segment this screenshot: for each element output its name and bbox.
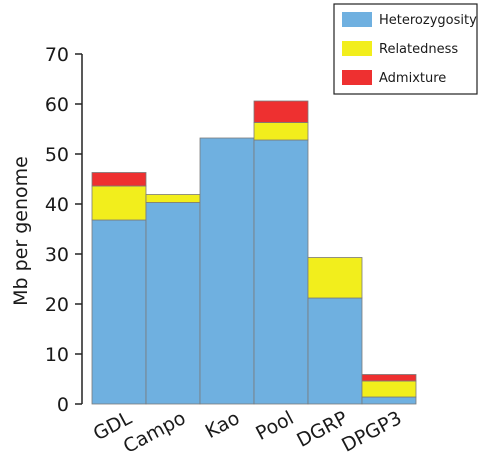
- legend-swatch: [342, 12, 372, 27]
- bar-segment-admixture: [91, 172, 147, 187]
- y-tick-label: 20: [45, 294, 69, 316]
- legend-label: Relatedness: [379, 42, 458, 57]
- y-tick-label: 0: [57, 394, 69, 416]
- x-tick-label: Pool: [252, 407, 297, 445]
- bar-segment-heterozygosity: [199, 137, 255, 405]
- bar-segment-relatedness: [307, 257, 363, 299]
- legend-label: Heterozygosity: [379, 13, 477, 28]
- bar-segment-admixture: [361, 374, 417, 382]
- bar-segment-heterozygosity: [361, 396, 417, 405]
- legend-label: Admixture: [379, 71, 446, 86]
- bar-segment-relatedness: [91, 185, 147, 221]
- bar-segment-relatedness: [253, 122, 309, 141]
- y-tick-label: 30: [45, 244, 69, 266]
- x-tick-label: DPGP3: [338, 407, 405, 457]
- x-tick-label: Campo: [120, 407, 190, 458]
- bar-segment-heterozygosity: [253, 139, 309, 405]
- bar-segment-heterozygosity: [307, 297, 363, 405]
- bar-segment-admixture: [253, 100, 309, 123]
- x-tick-label: Kao: [202, 407, 244, 443]
- y-ticks-group: 0 10 20 30 40 50 60 70: [45, 44, 82, 416]
- legend-swatch: [342, 70, 372, 85]
- bar-segment-heterozygosity: [91, 219, 147, 405]
- y-tick-label: 50: [45, 144, 69, 166]
- legend: Heterozygosity Relatedness Admixture: [333, 3, 478, 95]
- y-tick-label: 10: [45, 344, 69, 366]
- y-tick-label: 40: [45, 194, 69, 216]
- y-tick-label: 60: [45, 94, 69, 116]
- y-tick-label: 70: [45, 44, 69, 66]
- bar-segment-heterozygosity: [145, 202, 201, 405]
- legend-swatch: [342, 41, 372, 56]
- bar-segment-relatedness: [145, 194, 201, 203]
- bar-segment-relatedness: [361, 380, 417, 398]
- bars-group: [91, 100, 417, 405]
- y-axis-label: Mb per genome: [10, 156, 32, 306]
